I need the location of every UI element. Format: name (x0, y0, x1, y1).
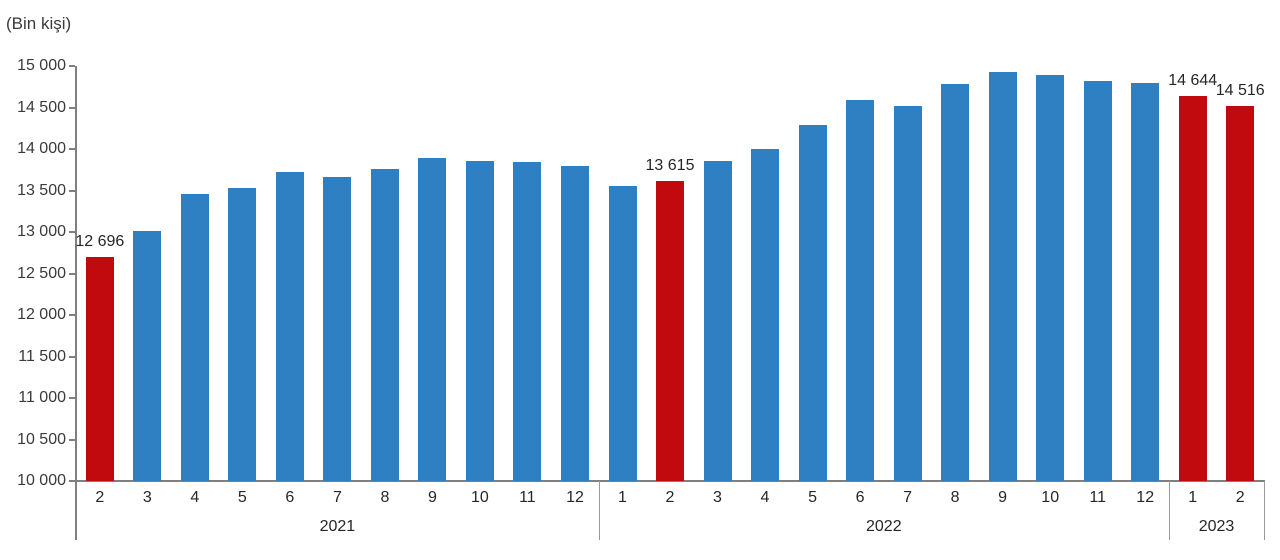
y-axis-tick (69, 231, 75, 233)
bar-2021-12 (561, 166, 589, 481)
y-axis-tick-label: 11 500 (18, 348, 66, 365)
y-axis-tick-label: 15 000 (17, 57, 66, 74)
x-tick-label-2022-8: 8 (950, 489, 960, 506)
x-tick-label-2021-9: 9 (427, 489, 437, 506)
x-tick-label-2022-2: 2 (665, 489, 675, 506)
y-axis-tick (69, 314, 75, 316)
year-divider (1264, 481, 1265, 540)
bar-2022-1 (608, 185, 637, 481)
x-axis-line (75, 480, 1265, 482)
y-axis-tick-label: 13 000 (17, 223, 66, 240)
y-axis-tick-label: 10 500 (17, 431, 66, 448)
x-tick-label-2022-1: 1 (618, 489, 627, 506)
bar-value-label: 12 696 (75, 233, 125, 251)
bar-value-label: 14 644 (1168, 71, 1218, 89)
y-axis-tick (69, 273, 75, 275)
x-tick-label-2022-12: 12 (1136, 489, 1155, 506)
bar-2021-4 (180, 193, 209, 481)
x-tick-label-2021-10: 10 (470, 489, 489, 506)
x-tick-label-2022-6: 6 (855, 489, 865, 506)
bar-2021-8 (370, 169, 399, 481)
y-axis-tick (69, 65, 75, 67)
x-tick-label-2021-2: 2 (95, 489, 105, 506)
x-tick-label-2022-9: 9 (998, 489, 1008, 506)
bar-value-label: 14 516 (1215, 82, 1265, 100)
bar-2022-6 (846, 100, 875, 481)
x-tick-label-2021-6: 6 (285, 489, 295, 506)
x-tick-label-2022-10: 10 (1041, 489, 1060, 506)
x-tick-label-2021-8: 8 (380, 489, 390, 506)
unit-label: (Bin kişi) (6, 14, 72, 33)
y-axis-tick-label: 12 500 (17, 265, 66, 282)
bar-2023-2 (1226, 106, 1255, 481)
y-axis-tick (69, 397, 75, 399)
bar-2021-7 (323, 177, 352, 481)
y-axis-tick (69, 439, 75, 441)
y-axis-tick (69, 148, 75, 150)
bar-value-label: 13 615 (645, 157, 695, 174)
bar-2022-8 (941, 83, 970, 481)
bar-2022-5 (798, 124, 827, 481)
x-tick-label-2021-11: 11 (519, 489, 536, 506)
y-axis-line (75, 66, 77, 540)
y-axis-tick-label: 14 000 (17, 140, 66, 157)
x-tick-label-2021-12: 12 (566, 489, 584, 506)
bar-2022-2 (656, 181, 684, 481)
x-tick-label-2022-7: 7 (903, 489, 913, 506)
year-divider (1169, 481, 1170, 540)
y-axis-tick-label: 13 500 (17, 182, 66, 199)
x-tick-label-2021-5: 5 (237, 489, 247, 506)
bar-2022-9 (988, 71, 1017, 481)
x-tick-label-2022-4: 4 (760, 489, 770, 506)
x-tick-label-2023-1: 1 (1188, 489, 1198, 506)
bar-2023-1 (1178, 95, 1207, 481)
bar-2022-10 (1036, 75, 1065, 481)
y-axis-tick (69, 356, 75, 358)
y-axis-tick-label: 12 000 (17, 306, 66, 323)
bar-2021-6 (275, 171, 304, 481)
bar-2022-12 (1131, 82, 1160, 481)
x-tick-label-2022-3: 3 (713, 489, 722, 506)
x-tick-label-2021-3: 3 (142, 489, 152, 506)
y-axis-tick-label: 10 000 (17, 472, 66, 489)
year-label-2023: 2023 (1198, 518, 1235, 535)
y-axis-tick (69, 480, 75, 482)
x-tick-label-2023-2: 2 (1235, 489, 1245, 506)
y-axis-tick-label: 11 000 (18, 389, 66, 406)
x-tick-label-2022-11: 11 (1089, 489, 1106, 506)
bar-2021-9 (418, 158, 447, 481)
bar-2021-2 (85, 257, 114, 481)
bar-2022-7 (893, 105, 922, 481)
x-tick-label-2021-4: 4 (190, 489, 200, 506)
bar-2022-11 (1083, 80, 1112, 481)
x-tick-label-2021-7: 7 (332, 489, 342, 506)
bar-2021-5 (228, 188, 257, 481)
year-label-2021: 2021 (319, 518, 356, 535)
bar-2021-11 (513, 162, 542, 481)
bar-2021-3 (133, 231, 162, 481)
year-divider (598, 481, 600, 540)
bar-2022-3 (703, 161, 732, 481)
y-axis-tick (69, 107, 75, 109)
y-axis-tick-label: 14 500 (17, 99, 66, 116)
year-label-2022: 2022 (866, 518, 902, 535)
x-tick-label-2022-5: 5 (808, 489, 818, 506)
y-axis-tick (69, 190, 75, 192)
bar-2021-10 (465, 161, 494, 481)
bar-2022-4 (751, 149, 779, 481)
